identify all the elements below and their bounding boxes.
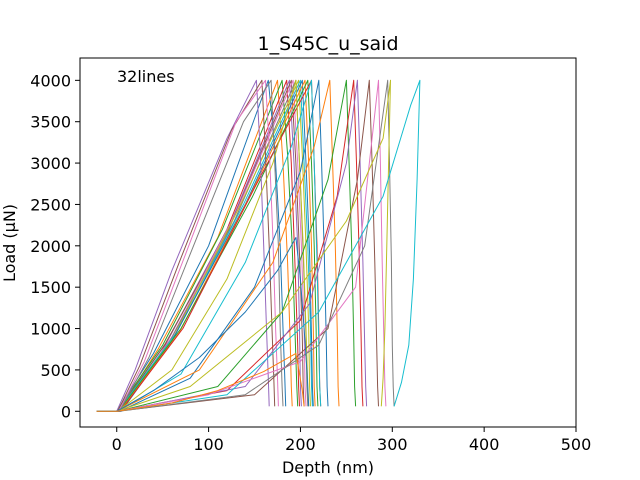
y-tick-label: 3000 — [30, 154, 71, 173]
lines-count-annotation: 32lines — [117, 67, 175, 86]
y-tick-label: 3500 — [30, 113, 71, 132]
series-line — [96, 237, 310, 412]
series-line — [96, 79, 395, 412]
series-line — [96, 79, 379, 412]
series-line — [96, 79, 284, 412]
series-line — [96, 79, 421, 412]
chart-title: 1_S45C_u_said — [257, 33, 398, 55]
series-line — [96, 79, 276, 412]
series-line — [96, 79, 387, 412]
y-tick-label: 1000 — [30, 320, 71, 339]
series-line — [96, 79, 319, 412]
x-axis: 0 100 200 300 400 500 — [112, 427, 592, 454]
series-line — [96, 79, 279, 412]
series-line — [96, 79, 322, 412]
series-line — [96, 352, 305, 412]
x-tick-label: 0 — [112, 435, 122, 454]
x-tick-label: 300 — [377, 435, 408, 454]
x-tick-label: 400 — [469, 435, 500, 454]
y-tick-label: 1500 — [30, 278, 71, 297]
series-line — [96, 79, 357, 412]
series-line — [96, 79, 316, 412]
x-axis-label: Depth (nm) — [282, 458, 374, 477]
y-tick-label: 2500 — [30, 195, 71, 214]
series-line — [96, 79, 340, 412]
series-line — [96, 79, 270, 412]
series-line — [96, 79, 305, 412]
y-axis: 0 500 1000 1500 2000 2500 3000 3500 4000 — [30, 71, 80, 421]
series-line — [96, 79, 391, 412]
y-axis-label: Load (μN) — [0, 204, 19, 282]
y-tick-label: 0 — [61, 402, 71, 421]
plot-frame — [79, 57, 577, 428]
series-layer — [96, 79, 421, 412]
series-line — [96, 79, 313, 412]
y-tick-label: 500 — [40, 361, 71, 380]
x-tick-label: 100 — [193, 435, 224, 454]
y-tick-label: 2000 — [30, 237, 71, 256]
x-tick-label: 200 — [285, 435, 316, 454]
y-tick-label: 4000 — [30, 71, 71, 90]
x-tick-label: 500 — [561, 435, 592, 454]
series-line — [96, 79, 329, 412]
